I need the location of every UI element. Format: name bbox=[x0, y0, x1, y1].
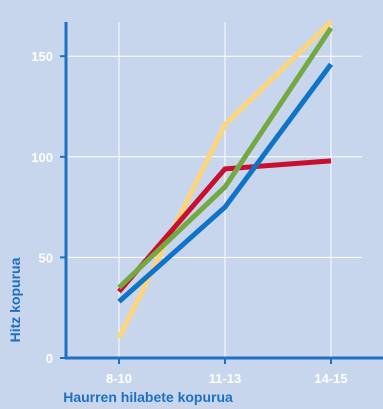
x-tick-label: 14-15 bbox=[314, 371, 347, 386]
y-tick-label: 50 bbox=[39, 250, 53, 265]
y-tick-label: 150 bbox=[31, 49, 53, 64]
y-tick-label: 100 bbox=[31, 150, 53, 165]
series-line-0 bbox=[116, 20, 333, 339]
series-line-3 bbox=[117, 62, 334, 304]
x-tick-label: 8-10 bbox=[106, 371, 132, 386]
y-axis-title: Hitz kopurua bbox=[7, 257, 23, 342]
y-tick-label: 0 bbox=[46, 351, 53, 366]
x-tick-labels: 8-10 11-13 14-15 bbox=[106, 358, 348, 386]
y-tick-labels: 0 50 100 150 bbox=[31, 49, 66, 366]
series-lines bbox=[116, 20, 334, 339]
series-line-2 bbox=[117, 26, 334, 290]
x-axis-title: Haurren hilabete kopurua bbox=[63, 389, 233, 405]
x-tick-label: 11-13 bbox=[209, 371, 242, 386]
grid bbox=[66, 22, 362, 358]
